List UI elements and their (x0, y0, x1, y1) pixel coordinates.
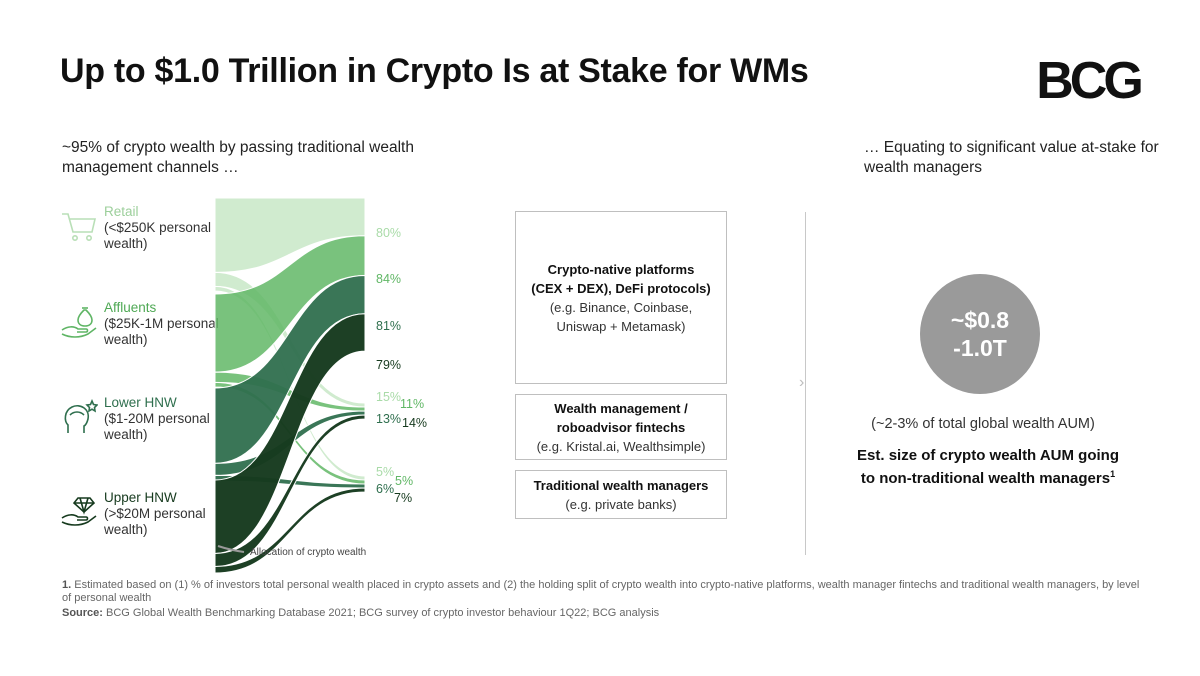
box-example: (e.g. Binance, Coinbase, Uniswap + Metam… (549, 299, 693, 334)
source-label: Source: (62, 607, 103, 619)
diamond-hand-icon (61, 497, 97, 526)
head-star-icon (64, 399, 98, 433)
footnote-number: 1. (62, 579, 72, 591)
segment-name: Lower HNW (104, 395, 177, 410)
bcg-logo: BCG (1036, 52, 1144, 108)
aum-description: Est. size of crypto wealth AUM going to … (848, 446, 1128, 488)
segment-range: ($25K-1M personal wealth) (104, 316, 219, 347)
flow-upper-hnw-to-1 (214, 414, 366, 567)
value-label-affluents-2: 5% (395, 474, 413, 488)
segment-range: (<$250K personal wealth) (104, 220, 211, 251)
flow-affluents-to-0 (214, 235, 366, 373)
chevron-right-icon: › (799, 374, 805, 391)
footnote: 1. Estimated based on (1) % of investors… (62, 579, 1142, 605)
flow-affluents-to-1 (214, 371, 366, 412)
box-crypto-native: Crypto-native platforms (CEX + DEX), DeF… (515, 211, 727, 384)
aum-description-text: Est. size of crypto wealth AUM going to … (857, 447, 1119, 487)
segment-name: Affluents (104, 300, 157, 315)
value-label-lower-hnw-0: 81% (376, 319, 401, 333)
shopping-cart-icon (62, 213, 97, 241)
segment-name: Retail (104, 204, 139, 219)
value-label-affluents-1: 11% (400, 397, 424, 411)
flow-affluents-to-2 (214, 381, 366, 485)
value-label-upper-hnw-0: 79% (376, 358, 401, 372)
value-line2: -1.0T (953, 335, 1007, 361)
box-example: (e.g. private banks) (565, 496, 677, 512)
left-subhead: ~95% of crypto wealth by passing traditi… (62, 139, 414, 176)
right-subhead: … Equating to significant value at-stake… (864, 139, 1159, 176)
box-wm-fintechs: Wealth management / roboadvisor fintechs… (515, 394, 727, 460)
value-circle: ~$0.8 -1.0T (920, 274, 1040, 394)
footnote-ref: 1 (1110, 469, 1116, 479)
value-label-retail-0: 80% (376, 226, 401, 240)
flow-retail-to-0 (214, 197, 366, 273)
segment-range: ($1-20M personal wealth) (104, 411, 210, 442)
segment-name: Upper HNW (104, 490, 177, 505)
flow-lower-hnw-to-2 (214, 474, 366, 489)
footnote-text: Estimated based on (1) % of investors to… (62, 579, 1140, 604)
value-label-upper-hnw-1: 14% (402, 416, 427, 430)
box-traditional-wm: Traditional wealth managers (e.g. privat… (515, 470, 727, 519)
page-title: Up to $1.0 Trillion in Crypto Is at Stak… (60, 52, 809, 90)
value-label-lower-hnw-1: 13% (376, 412, 401, 426)
box-title: Wealth management / roboadvisor fintechs (554, 400, 688, 435)
value-label-lower-hnw-2: 6% (376, 482, 394, 496)
value-label-retail-1: 15% (376, 390, 401, 404)
aum-note: (~2-3% of total global wealth AUM) (871, 416, 1095, 432)
value-label-affluents-0: 84% (376, 272, 401, 286)
flow-upper-hnw-to-2 (214, 487, 366, 574)
flow-lower-hnw-to-1 (214, 410, 366, 476)
logo-text: BCG (1036, 52, 1141, 108)
flow-upper-hnw-to-0 (214, 313, 366, 554)
box-title: Traditional wealth managers (533, 477, 709, 493)
flow-retail-to-2 (214, 285, 366, 481)
money-bag-hand-icon (61, 307, 97, 338)
segment-range: (>$20M personal wealth) (104, 506, 206, 537)
value-label-retail-2: 5% (376, 465, 394, 479)
divider (805, 212, 806, 555)
source: Source: BCG Global Wealth Benchmarking D… (62, 607, 1142, 619)
legend: Allocation of crypto wealth (217, 545, 366, 558)
flow-lower-hnw-to-0 (214, 274, 366, 464)
value-label-upper-hnw-2: 7% (394, 491, 412, 505)
value-line1: ~$0.8 (950, 307, 1010, 333)
legend-label: Allocation of crypto wealth (250, 547, 366, 558)
box-example: (e.g. Kristal.ai, Wealthsimple) (536, 438, 706, 454)
flow-retail-to-1 (214, 271, 366, 408)
box-title: Crypto-native platforms (CEX + DEX), DeF… (531, 261, 711, 296)
legend-swatch (217, 545, 245, 553)
source-text: BCG Global Wealth Benchmarking Database … (106, 607, 660, 619)
